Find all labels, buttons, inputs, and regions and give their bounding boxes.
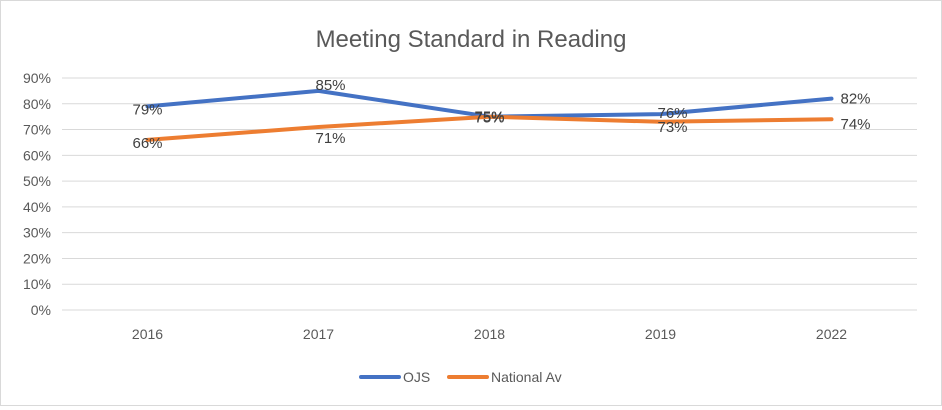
y-tick-label: 30% [23,225,51,241]
x-axis-tick-labels: 2016 2017 2018 2019 2022 [132,326,847,342]
y-tick-label: 70% [23,122,51,138]
gridlines [62,77,917,311]
y-tick-label: 10% [23,276,51,292]
data-label: 75% [474,110,504,127]
legend: OJS National Av [359,369,562,385]
y-tick-label: 0% [31,302,51,318]
x-tick-label: 2018 [474,326,505,342]
data-label: 66% [132,135,162,152]
data-label: 75% [474,109,504,126]
data-label: 76% [657,105,687,122]
data-label: 73% [657,119,687,136]
legend-label: OJS [403,369,430,385]
y-axis-tick-labels: 0% 10% 20% 30% 40% 50% 60% 70% 80% 90% [23,70,51,318]
chart-title: Meeting Standard in Reading [316,26,627,53]
legend-label: National Av [491,369,562,385]
data-label: 74% [840,116,870,133]
y-tick-label: 20% [23,250,51,266]
data-labels: 79%85%75% 76%82%66% 71%75%73% 74% [132,77,870,152]
data-label: 79% [132,101,162,118]
y-tick-label: 50% [23,173,51,189]
y-tick-label: 60% [23,147,51,163]
y-tick-label: 90% [23,70,51,86]
data-label: 71% [315,130,345,147]
x-tick-label: 2022 [816,326,847,342]
y-tick-label: 40% [23,199,51,215]
data-label: 82% [840,91,870,108]
data-label: 85% [315,77,345,94]
series-line-national-av [145,114,834,142]
series-lines [145,88,834,142]
x-tick-label: 2016 [132,326,163,342]
y-tick-label: 80% [23,96,51,112]
x-tick-label: 2017 [303,326,334,342]
x-tick-label: 2019 [645,326,676,342]
